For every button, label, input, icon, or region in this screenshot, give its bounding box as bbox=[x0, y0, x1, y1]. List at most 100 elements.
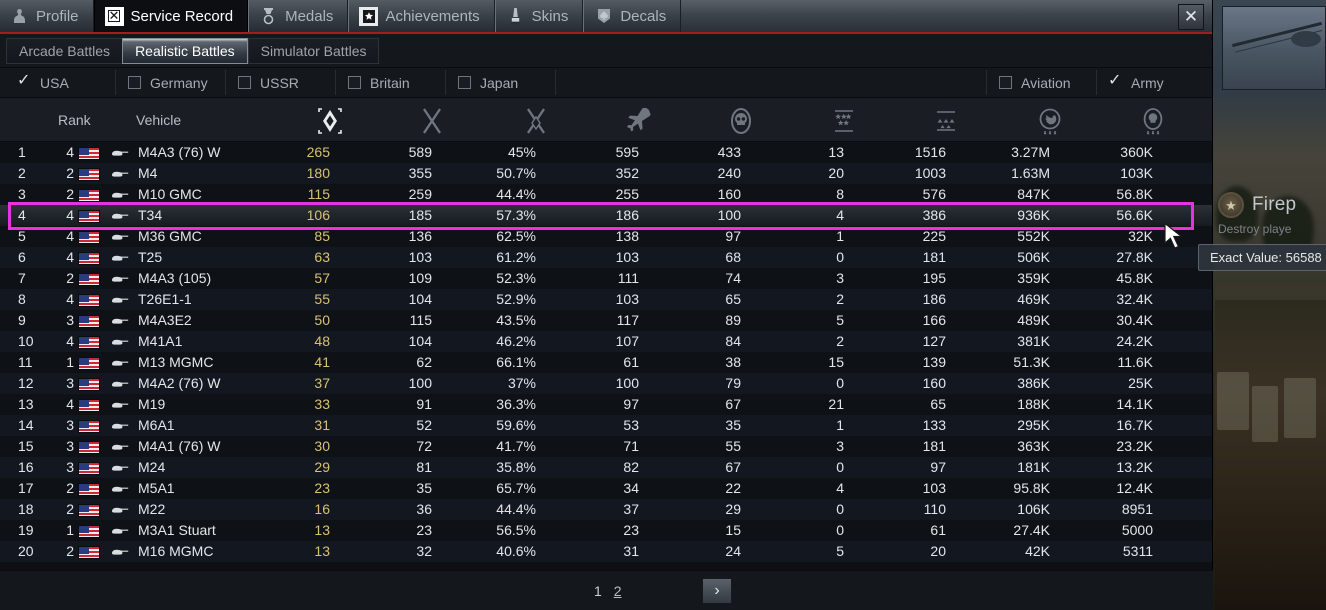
cell-air-kills: 50.7% bbox=[496, 165, 536, 181]
cell-silver-lions: 51.3K bbox=[1013, 354, 1050, 370]
research-points-icon[interactable] bbox=[1136, 104, 1170, 138]
tab-medals-label: Medals bbox=[285, 7, 334, 25]
deaths-icon[interactable] bbox=[724, 104, 758, 138]
cell-tier: 2 bbox=[66, 480, 74, 496]
table-row[interactable]: 8 4 T26E1-1 55 104 52.9% 103 65 2 186 469K 32.4K bbox=[0, 289, 1212, 310]
tab-medals[interactable]: Medals bbox=[248, 0, 349, 32]
table-row[interactable]: 4 4 T34 106 185 57.3% 186 100 4 386 936K 56.6K bbox=[0, 205, 1212, 226]
cell-research-points: 30.4K bbox=[1116, 312, 1153, 328]
cell-battles: 23 bbox=[314, 480, 330, 496]
table-row[interactable]: 14 3 M6A1 31 52 59.6% 53 35 1 133 295K 16.7K bbox=[0, 415, 1212, 436]
cell-air-kills: 43.5% bbox=[496, 312, 536, 328]
cell-research-points: 5311 bbox=[1122, 543, 1153, 559]
cell-battles: 30 bbox=[314, 438, 330, 454]
cell-rank: 8 bbox=[18, 291, 26, 307]
cell-silver-lions: 506K bbox=[1017, 249, 1050, 265]
cell-battles: 13 bbox=[314, 543, 330, 559]
cell-rank: 20 bbox=[18, 543, 34, 559]
tab-realistic-battles[interactable]: Realistic Battles bbox=[122, 37, 248, 64]
tab-decals[interactable]: Decals bbox=[583, 0, 682, 32]
cell-rank: 13 bbox=[18, 396, 34, 412]
cell-vehicle-name: T34 bbox=[138, 207, 163, 223]
cell-battle-rating: 20 bbox=[828, 165, 844, 181]
tank-icon bbox=[110, 461, 130, 473]
cell-deaths: 67 bbox=[725, 396, 741, 412]
battles-icon[interactable] bbox=[313, 104, 347, 138]
cell-battles: 37 bbox=[314, 375, 330, 391]
silver-lions-icon[interactable] bbox=[1033, 104, 1067, 138]
close-button[interactable]: ✕ bbox=[1178, 4, 1204, 30]
page-1[interactable]: 1 bbox=[594, 583, 602, 599]
cell-research-points: 14.1K bbox=[1116, 396, 1153, 412]
cell-silver-lions: 386K bbox=[1017, 375, 1050, 391]
tab-profile[interactable]: Profile bbox=[0, 0, 94, 32]
table-row[interactable]: 2 2 M4 180 355 50.7% 352 240 20 1003 1.63M 103K bbox=[0, 163, 1212, 184]
filter-bar: USA Germany USSR Britain Japan bbox=[0, 68, 1212, 98]
table-row[interactable]: 18 2 M22 16 36 44.4% 37 29 0 110 106K 8951 bbox=[0, 499, 1212, 520]
table-row[interactable]: 16 3 M24 29 81 35.8% 82 67 0 97 181K 13.2K bbox=[0, 457, 1212, 478]
air-kills-icon[interactable] bbox=[519, 104, 553, 138]
table-row[interactable]: 5 4 M36 GMC 85 136 62.5% 138 97 1 225 552K 32K bbox=[0, 226, 1212, 247]
tank-icon bbox=[110, 335, 130, 347]
cell-ground-kills: 589 bbox=[408, 144, 432, 160]
table-row[interactable]: 10 4 M41A1 48 104 46.2% 107 84 2 127 381K 24.2K bbox=[0, 331, 1212, 352]
filter-germany[interactable]: Germany bbox=[116, 70, 226, 95]
cell-respawns: 166 bbox=[922, 312, 946, 328]
filter-aviation[interactable]: Aviation bbox=[986, 70, 1096, 95]
filter-japan[interactable]: Japan bbox=[446, 70, 556, 95]
table-row[interactable]: 3 2 M10 GMC 115 259 44.4% 255 160 8 576 847K 56.8K bbox=[0, 184, 1212, 205]
table-row[interactable]: 6 4 T25 63 103 61.2% 103 68 0 181 506K 27.8K bbox=[0, 247, 1212, 268]
table-row[interactable]: 13 4 M19 33 91 36.3% 97 67 21 65 188K 14.1K bbox=[0, 394, 1212, 415]
background-ground bbox=[1215, 300, 1326, 610]
tab-arcade-battles[interactable]: Arcade Battles bbox=[6, 37, 123, 64]
filter-ussr[interactable]: USSR bbox=[226, 70, 336, 95]
filter-britain-label: Britain bbox=[370, 74, 410, 91]
cell-tier: 3 bbox=[66, 375, 74, 391]
table-row[interactable]: 1 4 M4A3 (76) W 265 589 45% 595 433 13 1516 3.27M 3… bbox=[0, 142, 1212, 163]
table-row[interactable]: 17 2 M5A1 23 35 65.7% 34 22 4 103 95.8K 12.4K bbox=[0, 478, 1212, 499]
cell-vehicle-name: M4A1 (76) W bbox=[138, 438, 221, 454]
cell-battles: 85 bbox=[314, 228, 330, 244]
table-row[interactable]: 19 1 M3A1 Stuart 13 23 56.5% 23 15 0 61 27.4K 5000 bbox=[0, 520, 1212, 541]
filter-britain[interactable]: Britain bbox=[336, 70, 446, 95]
page-2[interactable]: 2 bbox=[613, 583, 622, 599]
cell-rank: 14 bbox=[18, 417, 34, 433]
next-page-button[interactable]: › bbox=[702, 578, 732, 604]
cell-deaths: 35 bbox=[725, 417, 741, 433]
cell-rank: 3 bbox=[18, 186, 26, 202]
cell-aircraft: 352 bbox=[615, 165, 639, 181]
table-row[interactable]: 12 3 M4A2 (76) W 37 100 37% 100 79 0 160 386K 25K bbox=[0, 373, 1212, 394]
tab-service-record[interactable]: Service Record bbox=[93, 0, 249, 32]
cell-battles: 16 bbox=[314, 501, 330, 517]
cell-respawns: 139 bbox=[922, 354, 946, 370]
table-row[interactable]: 7 2 M4A3 (105) 57 109 52.3% 111 74 3 195 359K 45.8K bbox=[0, 268, 1212, 289]
cell-vehicle-name: T25 bbox=[138, 249, 163, 265]
aircraft-icon[interactable] bbox=[622, 104, 656, 138]
tab-achievements[interactable]: Achievements bbox=[348, 0, 495, 32]
cell-deaths: 29 bbox=[725, 501, 741, 517]
ground-kills-icon[interactable] bbox=[415, 104, 449, 138]
cell-aircraft: 37 bbox=[623, 501, 639, 517]
cell-respawns: 1516 bbox=[914, 144, 946, 160]
cell-silver-lions: 3.27M bbox=[1011, 144, 1050, 160]
tab-skins[interactable]: Skins bbox=[494, 0, 584, 32]
cell-deaths: 100 bbox=[717, 207, 741, 223]
cell-ground-kills: 103 bbox=[408, 249, 432, 265]
table-row[interactable]: 9 3 M4A3E2 50 115 43.5% 117 89 5 166 489K 30.4K bbox=[0, 310, 1212, 331]
tab-achievements-label: Achievements bbox=[385, 7, 480, 25]
cell-air-kills: 36.3% bbox=[496, 396, 536, 412]
cell-battles: 57 bbox=[314, 270, 330, 286]
battle-rating-icon[interactable] bbox=[827, 104, 861, 138]
cell-aircraft: 107 bbox=[615, 333, 639, 349]
cell-research-points: 12.4K bbox=[1116, 480, 1153, 496]
cell-ground-kills: 259 bbox=[408, 186, 432, 202]
table-row[interactable]: 11 1 M13 MGMC 41 62 66.1% 61 38 15 139 51.3K 11.6K bbox=[0, 352, 1212, 373]
tab-simulator-battles[interactable]: Simulator Battles bbox=[247, 37, 380, 64]
cell-rank: 9 bbox=[18, 312, 26, 328]
cell-rank: 4 bbox=[18, 207, 26, 223]
table-row[interactable]: 15 3 M4A1 (76) W 30 72 41.7% 71 55 3 181 363K 23.2K bbox=[0, 436, 1212, 457]
filter-army[interactable]: Army bbox=[1096, 70, 1206, 95]
filter-usa[interactable]: USA bbox=[6, 70, 116, 95]
respawns-icon[interactable] bbox=[929, 104, 963, 138]
table-row[interactable]: 20 2 M16 MGMC 13 32 40.6% 31 24 5 20 42K 5311 bbox=[0, 541, 1212, 562]
